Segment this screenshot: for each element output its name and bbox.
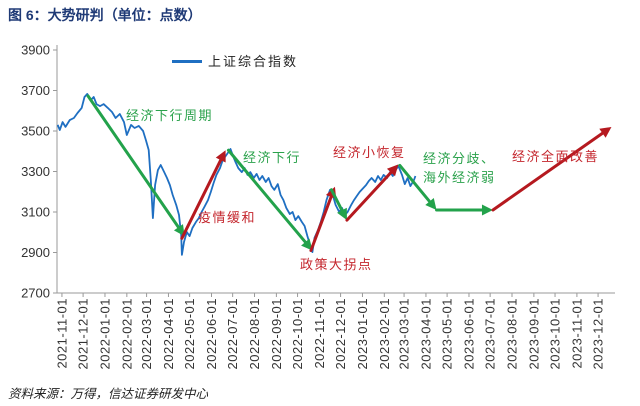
arrowhead	[215, 150, 226, 163]
arrow-shaft	[398, 163, 432, 203]
arrowhead	[386, 164, 399, 177]
trend-arrow-flat	[435, 204, 493, 216]
x-tick-label: 2022-12-01	[333, 298, 348, 370]
x-tick-label: 2022-09-01	[269, 298, 284, 370]
series-line-shanghai-composite	[56, 93, 417, 256]
annotation-label: 经济小恢复	[333, 145, 406, 160]
annotation-label: 疫情缓和	[198, 210, 257, 225]
arrowhead	[301, 238, 313, 251]
arrowhead	[337, 207, 347, 221]
x-tick-label: 2022-04-01	[161, 298, 176, 370]
chart-title: 图 6：大势研判（单位：点数）	[8, 7, 202, 23]
trend-arrow-up	[345, 164, 399, 222]
x-tick-label: 2023-09-01	[526, 298, 541, 370]
x-tick-label: 2022-01-01	[97, 298, 112, 370]
annotation-label: 经济下行周期	[126, 108, 214, 123]
trend-arrow-down	[398, 163, 437, 210]
y-tick-label: 3700	[21, 83, 50, 98]
annotation-label: 经济全面改善	[512, 149, 600, 164]
x-tick-label: 2021-11-01	[54, 298, 69, 369]
annotation-label: 海外经济弱	[423, 170, 496, 185]
arrowhead	[599, 126, 612, 138]
x-tick-label: 2022-02-01	[119, 298, 134, 370]
x-tick-label: 2023-11-01	[569, 298, 584, 369]
x-tick-label: 2022-05-01	[182, 298, 197, 370]
source-note: 资料来源：万得，信达证券研发中心	[8, 387, 209, 401]
x-tick-label: 2022-07-01	[225, 298, 240, 370]
x-tick-label: 2023-01-01	[355, 298, 370, 370]
x-tick-label: 2022-10-01	[290, 298, 305, 370]
x-tick-label: 2022-06-01	[204, 298, 219, 370]
x-tick-label: 2022-08-01	[247, 298, 262, 370]
trend-arrow-up	[180, 150, 226, 240]
annotation-label: 经济下行	[243, 150, 302, 165]
y-tick-label: 2900	[21, 245, 50, 260]
x-tick-label: 2023-12-01	[591, 298, 606, 370]
arrow-shaft	[491, 131, 604, 212]
annotation-label: 政策大拐点	[300, 257, 373, 272]
legend-label: 上证综合指数	[208, 54, 299, 69]
annotation-label: 经济分歧、	[423, 151, 496, 166]
x-tick-label: 2022-11-01	[312, 298, 327, 369]
x-tick-label: 2023-04-01	[418, 298, 433, 370]
x-tick-label: 2023-10-01	[548, 298, 563, 370]
y-tick-label: 3100	[21, 205, 50, 220]
trend-arrow-up	[491, 126, 612, 212]
x-tick-label: 2023-02-01	[377, 298, 392, 370]
arrowhead	[173, 224, 185, 237]
arrow-shaft	[86, 94, 180, 229]
arrowhead	[425, 197, 437, 210]
trend-arrow-down	[329, 188, 347, 221]
y-tick-label: 3900	[21, 43, 50, 58]
arrow-shaft	[226, 148, 307, 244]
y-tick-label: 3500	[21, 124, 50, 139]
x-tick-label: 2023-03-01	[397, 298, 412, 370]
trend-arrow-up	[309, 186, 337, 252]
x-tick-label: 2023-05-01	[440, 298, 455, 370]
legend-line-sample	[172, 60, 202, 63]
series-layer	[56, 93, 417, 256]
trend-arrow-down	[226, 148, 313, 251]
trend-arrows	[86, 94, 612, 252]
arrow-shaft	[309, 195, 333, 252]
y-tick-label: 3300	[21, 164, 50, 179]
x-tick-label: 2023-06-01	[461, 298, 476, 370]
trend-arrow-down	[86, 94, 185, 237]
y-tick-label: 2700	[21, 286, 50, 301]
x-tick-label: 2023-07-01	[483, 298, 498, 370]
arrow-shaft	[180, 158, 223, 240]
arrow-shaft	[345, 170, 393, 222]
axis-ticks: 3900 3700 3500 3300 3100 2900 2700 2021-11-01 20…	[21, 43, 605, 370]
x-tick-label: 2022-03-01	[139, 298, 154, 370]
arrow-shaft	[329, 188, 344, 212]
x-tick-label: 2021-12-01	[76, 298, 91, 370]
x-tick-label: 2023-08-01	[505, 298, 520, 370]
arrowhead	[481, 204, 493, 216]
